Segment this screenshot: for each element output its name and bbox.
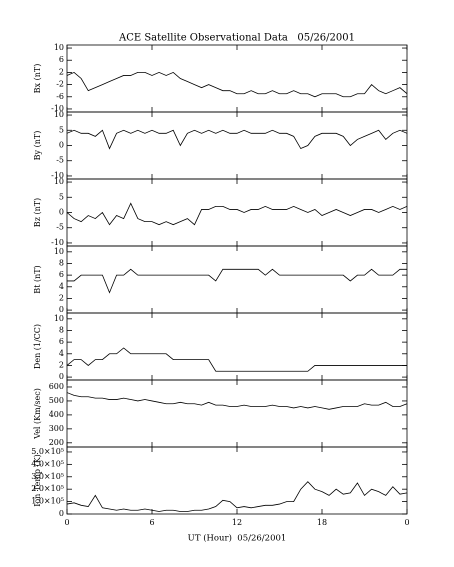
y-axis-label: Bz (nT)	[33, 198, 42, 227]
y-tick-label: 2.0×10⁵	[31, 484, 64, 493]
y-tick-label: -10	[51, 238, 64, 247]
y-tick-label: 5.0×10⁵	[31, 447, 64, 456]
panel-frame	[66, 312, 408, 381]
y-tick-label: 400	[49, 410, 64, 419]
y-tick-label: 2	[59, 293, 64, 302]
y-axis-label: By (nT)	[33, 131, 42, 161]
y-tick-label: 6	[59, 337, 64, 346]
y-tick-label: 200	[49, 438, 64, 447]
y-tick-label: -10	[51, 104, 64, 113]
data-line	[66, 481, 408, 512]
data-line	[66, 71, 408, 98]
y-tick-label: 6	[59, 55, 64, 64]
y-tick-label: 5	[59, 125, 64, 134]
y-tick-label: 1.0×10⁵	[31, 497, 64, 506]
y-tick-label: 3.0×10⁵	[31, 472, 64, 481]
y-tick-label: 0	[59, 141, 64, 150]
chart-title: ACE Satellite Observational Data 05/26/2…	[118, 33, 355, 44]
y-tick-label: 5	[59, 192, 64, 201]
data-line	[66, 202, 408, 226]
y-tick-label: -5	[56, 223, 64, 232]
x-tick-label: 6	[149, 518, 154, 527]
panel-frame	[66, 446, 408, 515]
x-axis-label: UT (Hour) 05/26/2001	[188, 533, 287, 544]
y-tick-label: 8	[59, 325, 64, 334]
y-tick-label: 8	[59, 258, 64, 267]
x-tick-label: 0	[404, 518, 409, 527]
y-tick-label: -10	[51, 171, 64, 180]
y-tick-label: 10	[54, 314, 64, 323]
panel-frame	[66, 44, 408, 113]
panel-frame	[66, 379, 408, 448]
y-tick-label: 0	[59, 305, 64, 314]
y-tick-label: -5	[56, 156, 64, 165]
y-tick-label: 6	[59, 270, 64, 279]
y-tick-label: 600	[49, 382, 64, 391]
y-tick-label: 0	[59, 509, 64, 518]
data-line	[66, 392, 408, 410]
panel-frame	[66, 178, 408, 247]
panel-frame	[66, 111, 408, 180]
y-tick-label: 10	[54, 43, 64, 52]
y-tick-label: 4	[59, 349, 64, 358]
y-tick-label: 10	[54, 177, 64, 186]
y-tick-label: 10	[54, 247, 64, 256]
data-line	[66, 129, 408, 150]
x-tick-label: 18	[317, 518, 327, 527]
data-line	[66, 347, 407, 372]
y-tick-label: 0	[59, 208, 64, 217]
y-axis-label: Bt (nT)	[33, 265, 42, 293]
y-tick-label: -6	[56, 92, 64, 101]
y-axis-label: Ion Temp (K)	[33, 454, 42, 507]
y-tick-label: 300	[49, 424, 64, 433]
panel-frame	[66, 245, 408, 314]
y-tick-label: 4.0×10⁵	[31, 459, 64, 468]
y-axis-label: Vel (Km/sec)	[33, 388, 42, 440]
data-line	[67, 268, 407, 294]
y-tick-label: 0	[59, 372, 64, 381]
y-axis-label: Bx (nT)	[33, 64, 42, 94]
y-tick-label: 500	[49, 396, 64, 405]
x-tick-label: 12	[232, 518, 242, 527]
y-tick-label: -2	[56, 80, 64, 89]
y-tick-label: 2	[59, 67, 64, 76]
y-axis-label: Den (1/CC)	[33, 324, 42, 369]
x-tick-label: 0	[64, 518, 69, 527]
y-tick-label: 4	[59, 282, 64, 291]
y-tick-label: 2	[59, 360, 64, 369]
y-tick-label: 10	[54, 110, 64, 119]
